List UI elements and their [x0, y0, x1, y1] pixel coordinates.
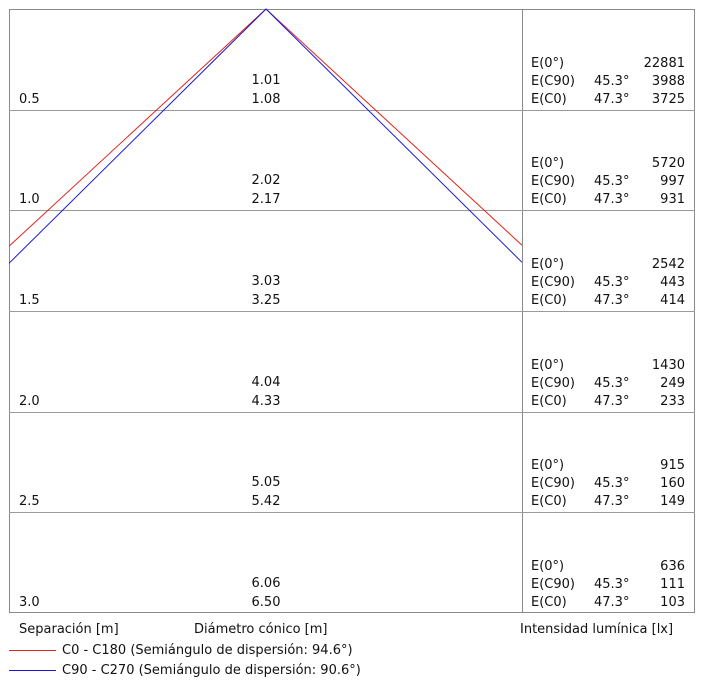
separation-value: 2.5	[19, 494, 40, 509]
diameter-c0-value: 1.01	[251, 73, 281, 88]
row-separator	[9, 412, 695, 413]
ec0-angle: 47.3°	[594, 394, 630, 409]
diameter-axis-label: Diámetro cónico [m]	[194, 622, 328, 637]
legend-line-c90	[9, 670, 56, 671]
legend-line-c0	[9, 650, 56, 651]
ec0-angle: 47.3°	[594, 293, 630, 308]
ec0-value: 233	[660, 394, 685, 409]
ec90-angle: 45.3°	[594, 476, 630, 491]
ec0-value: 149	[660, 494, 685, 509]
cone-line-c90-c270	[8, 8, 523, 264]
ec0-angle: 47.3°	[594, 595, 630, 610]
diameter-c0-value: 3.03	[251, 274, 281, 289]
ec0-value: 103	[660, 595, 685, 610]
legend-label-c0: C0 - C180 (Semiángulo de dispersión: 94.…	[62, 643, 353, 658]
ec0-label: E(C0)	[531, 92, 567, 107]
diameter-c0-value: 6.06	[251, 576, 281, 591]
row-separator	[9, 311, 695, 312]
e0-label: E(0°)	[531, 358, 565, 373]
ec90-angle: 45.3°	[594, 74, 630, 89]
ec90-angle: 45.3°	[594, 174, 630, 189]
e0-label: E(0°)	[531, 156, 565, 171]
e0-value: 5720	[651, 156, 685, 171]
ec90-label: E(C90)	[531, 476, 575, 491]
separation-value: 1.0	[19, 192, 40, 207]
diameter-c0-value: 4.04	[251, 375, 281, 390]
ec90-angle: 45.3°	[594, 275, 630, 290]
row-separator	[9, 110, 695, 111]
ec90-label: E(C90)	[531, 275, 575, 290]
ec0-label: E(C0)	[531, 293, 567, 308]
cone-line-c0-c180	[8, 8, 523, 247]
diameter-c0-value: 2.02	[251, 173, 281, 188]
ec0-angle: 47.3°	[594, 92, 630, 107]
row-separator	[9, 210, 695, 211]
ec0-label: E(C0)	[531, 394, 567, 409]
diameter-c90-value: 1.08	[251, 92, 281, 107]
ec0-value: 931	[660, 192, 685, 207]
ec90-label: E(C90)	[531, 74, 575, 89]
e0-label: E(0°)	[531, 559, 565, 574]
legend-label-c90: C90 - C270 (Semiángulo de dispersión: 90…	[62, 663, 361, 678]
ec0-label: E(C0)	[531, 192, 567, 207]
separation-value: 3.0	[19, 595, 40, 610]
row-separator	[9, 512, 695, 513]
separation-value: 1.5	[19, 293, 40, 308]
e0-label: E(0°)	[531, 257, 565, 272]
e0-label: E(0°)	[531, 56, 565, 71]
ec0-angle: 47.3°	[594, 192, 630, 207]
ec0-label: E(C0)	[531, 595, 567, 610]
diameter-c90-value: 4.33	[251, 394, 281, 409]
ec0-label: E(C0)	[531, 494, 567, 509]
ec90-value: 3988	[651, 74, 685, 89]
ec90-value: 443	[660, 275, 685, 290]
ec90-value: 111	[660, 577, 685, 592]
ec0-value: 414	[660, 293, 685, 308]
ec90-value: 160	[660, 476, 685, 491]
ec90-value: 997	[660, 174, 685, 189]
diameter-c90-value: 2.17	[251, 192, 281, 207]
ec90-value: 249	[660, 376, 685, 391]
e0-value: 1430	[651, 358, 685, 373]
separation-value: 2.0	[19, 394, 40, 409]
ec90-angle: 45.3°	[594, 376, 630, 391]
ec90-label: E(C90)	[531, 174, 575, 189]
e0-value: 636	[660, 559, 685, 574]
separation-value: 0.5	[19, 92, 40, 107]
diameter-c90-value: 3.25	[251, 293, 281, 308]
e0-label: E(0°)	[531, 458, 565, 473]
ec90-label: E(C90)	[531, 577, 575, 592]
illuminance-axis-label: Intensidad lumínica [lx]	[520, 622, 674, 637]
ec0-angle: 47.3°	[594, 494, 630, 509]
ec0-value: 3725	[651, 92, 685, 107]
e0-value: 915	[660, 458, 685, 473]
diameter-c0-value: 5.05	[251, 475, 281, 490]
diameter-c90-value: 6.50	[251, 595, 281, 610]
e0-value: 2542	[651, 257, 685, 272]
ec90-label: E(C90)	[531, 376, 575, 391]
diameter-c90-value: 5.42	[251, 494, 281, 509]
e0-value: 22881	[643, 56, 685, 71]
separation-axis-label: Separación [m]	[19, 622, 119, 637]
ec90-angle: 45.3°	[594, 577, 630, 592]
